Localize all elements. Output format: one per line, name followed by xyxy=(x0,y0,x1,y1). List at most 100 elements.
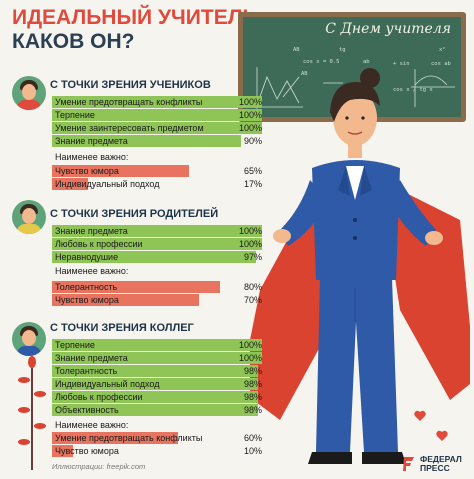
bar xyxy=(52,135,241,147)
bar-value: 70% xyxy=(243,295,262,305)
bar-value: 100% xyxy=(238,340,262,350)
bar-value: 65% xyxy=(243,166,262,176)
bar-row: Любовь к профессии 98% xyxy=(52,391,264,403)
bar-label: Объективность xyxy=(55,405,119,415)
heart-icon xyxy=(414,410,426,421)
section-title-parents: С ТОЧКИ ЗРЕНИЯ РОДИТЕЛЕЙ xyxy=(50,208,219,220)
plant-decoration xyxy=(18,356,46,470)
avatar-parents xyxy=(12,200,46,234)
bar-label: Толерантность xyxy=(55,282,118,292)
brand-line-1: ФЕДЕРАЛ xyxy=(420,454,462,464)
bar xyxy=(52,238,262,250)
bar-row: Умение заинтересовать предметом 100% xyxy=(52,122,264,134)
avatar-colleagues xyxy=(12,322,46,356)
bar xyxy=(52,281,220,293)
bar xyxy=(52,391,258,403)
bar-value: 60% xyxy=(243,433,262,443)
bar-value: 97% xyxy=(243,252,262,262)
bar-label: Знание предмета xyxy=(55,136,128,146)
bar xyxy=(52,352,262,364)
title-line-1: ИДЕАЛЬНЫЙ УЧИТЕЛЬ: xyxy=(12,6,265,29)
bar-row: Умение предотвращать конфликты 100% xyxy=(52,96,264,108)
bar-value: 100% xyxy=(238,110,262,120)
board-formula: cos x = 0.5 xyxy=(303,59,340,65)
bar-value: 100% xyxy=(238,226,262,236)
cape-right xyxy=(380,180,470,400)
bar xyxy=(52,339,262,351)
bar-label: Чувство юмора xyxy=(55,166,119,176)
bar-row: Объективность 98% xyxy=(52,404,264,416)
least-important-label: Наименее важно: xyxy=(55,152,129,162)
bar-row: Умение предотвращать конфликты 60% xyxy=(52,432,264,444)
bar-label: Чувство юмора xyxy=(55,295,119,305)
trousers xyxy=(316,278,398,452)
bar-label: Терпение xyxy=(55,110,95,120)
bar-row: Толерантность 98% xyxy=(52,365,264,377)
bar-value: 17% xyxy=(243,179,262,189)
bar-value: 98% xyxy=(243,392,262,402)
board-formula: tg xyxy=(339,47,346,53)
bar-label: Знание предмета xyxy=(55,353,128,363)
bar xyxy=(52,294,199,306)
bar-label: Терпение xyxy=(55,340,95,350)
heart-icon xyxy=(436,430,448,441)
board-formula: AB xyxy=(293,47,300,53)
bar-value: 100% xyxy=(238,239,262,249)
illustration-credit: Иллюстрации: freepik.com xyxy=(52,462,146,471)
bar-row: Знание предмета 90% xyxy=(52,135,264,147)
section-title-students: С ТОЧКИ ЗРЕНИЯ УЧЕНИКОВ xyxy=(50,79,211,91)
board-formula: ab xyxy=(363,59,370,65)
bar-label: Любовь к профессии xyxy=(55,239,143,249)
bar-label: Индивидуальный подход xyxy=(55,379,160,389)
bar xyxy=(52,225,262,237)
bar-row: Любовь к профессии 100% xyxy=(52,238,264,250)
bar-label: Неравнодушие xyxy=(55,252,119,262)
teacher-illustration xyxy=(250,68,470,464)
board-formula: + sin xyxy=(393,61,410,67)
bar-value: 80% xyxy=(243,282,262,292)
title-line-2: КАКОВ ОН? xyxy=(12,30,135,53)
bar-row: Знание предмета 100% xyxy=(52,225,264,237)
bar-value: 100% xyxy=(238,123,262,133)
page-title: ИДЕАЛЬНЫЙ УЧИТЕЛЬ: КАКОВ ОН? xyxy=(12,6,265,54)
bar xyxy=(52,178,88,190)
bar-value: 98% xyxy=(243,366,262,376)
bar xyxy=(52,432,178,444)
bar-row: Чувство юмора 65% xyxy=(52,165,264,177)
least-important-label: Наименее важно: xyxy=(55,420,129,430)
bar xyxy=(52,251,256,263)
bar-row: Терпение 100% xyxy=(52,339,264,351)
bar-label: Знание предмета xyxy=(55,226,128,236)
board-formula: AB xyxy=(301,71,308,77)
bar-row: Индивидуальный подход 98% xyxy=(52,378,264,390)
hair-bun xyxy=(360,68,380,88)
brand-line-2: ПРЕСС xyxy=(420,463,450,473)
bar-label: Индивидуальный подход xyxy=(55,179,160,189)
bar xyxy=(52,365,258,377)
board-formula: x² xyxy=(439,47,446,53)
bar-value: 100% xyxy=(238,97,262,107)
bar-label: Толерантность xyxy=(55,366,118,376)
board-greeting: С Днем учителя xyxy=(325,21,451,37)
least-important-label: Наименее важно: xyxy=(55,266,129,276)
bar-label: Умение предотвращать конфликты xyxy=(55,433,203,443)
bar xyxy=(52,404,258,416)
bar-row: Чувство юмора 70% xyxy=(52,294,264,306)
bar-row: Чувство юмора 10% xyxy=(52,445,264,457)
bar-label: Любовь к профессии xyxy=(55,392,143,402)
bar xyxy=(52,122,262,134)
bar-row: Терпение 100% xyxy=(52,109,264,121)
section-title-colleagues: С ТОЧКИ ЗРЕНИЯ КОЛЛЕГ xyxy=(50,322,194,334)
bar-value: 98% xyxy=(243,379,262,389)
bar-value: 10% xyxy=(243,446,262,456)
bar-row: Толерантность 80% xyxy=(52,281,264,293)
bar-value: 90% xyxy=(243,136,262,146)
hair xyxy=(330,82,380,122)
bar-row: Знание предмета 100% xyxy=(52,352,264,364)
avatar-students xyxy=(12,76,46,110)
bar xyxy=(52,109,262,121)
board-formula: cos x / tg x xyxy=(393,87,433,93)
bar-row: Индивидуальный подход 17% xyxy=(52,178,264,190)
bar xyxy=(52,96,262,108)
right-arm xyxy=(388,180,436,246)
